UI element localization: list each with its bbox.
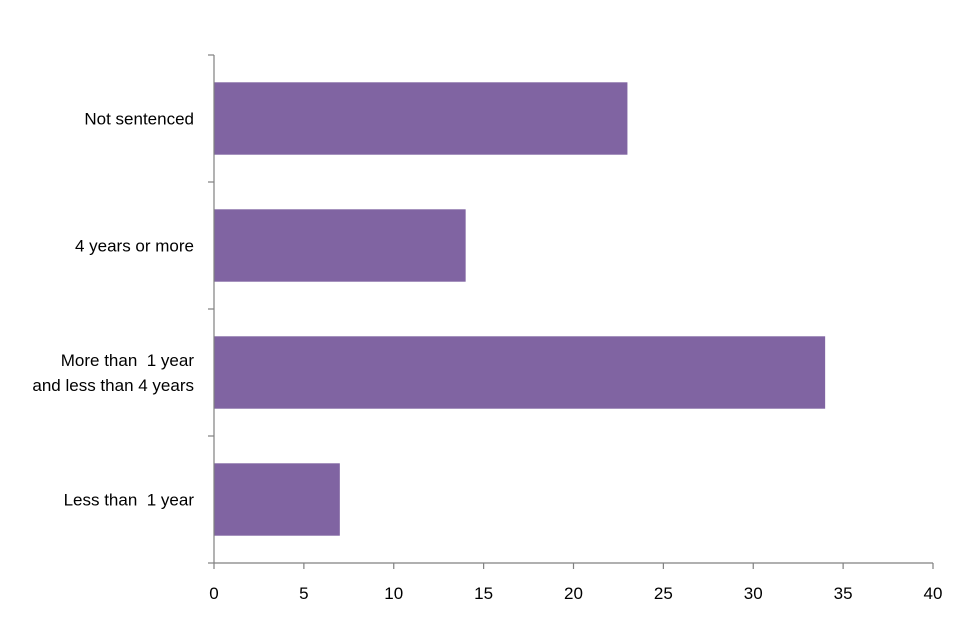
axes-group	[208, 54, 934, 569]
x-tick-label: 0	[209, 584, 218, 603]
x-tick-label: 10	[384, 584, 403, 603]
x-tick-label: 20	[564, 584, 583, 603]
category-label: 4 years or more	[75, 237, 194, 256]
category-labels-group: Not sentenced 4 years or more More than 1 …	[32, 110, 194, 510]
bar-0	[214, 82, 628, 155]
category-label: Less than 1 year	[64, 491, 195, 510]
x-tick-label: 35	[834, 584, 853, 603]
x-tick-label: 15	[474, 584, 493, 603]
x-tick-label: 25	[654, 584, 673, 603]
bar-2	[214, 336, 826, 409]
x-tick-label: 30	[744, 584, 763, 603]
category-label: More than 1 year	[61, 351, 195, 370]
x-tick-labels-group: 0 5 10 15 20 25 30 35 40	[209, 584, 942, 603]
category-label: Not sentenced	[84, 110, 194, 129]
x-tick-label: 5	[299, 584, 308, 603]
bar-1	[214, 209, 466, 282]
bars-group	[214, 82, 826, 536]
x-tick-label: 40	[924, 584, 943, 603]
bar-3	[214, 463, 340, 536]
category-label: and less than 4 years	[32, 376, 194, 395]
